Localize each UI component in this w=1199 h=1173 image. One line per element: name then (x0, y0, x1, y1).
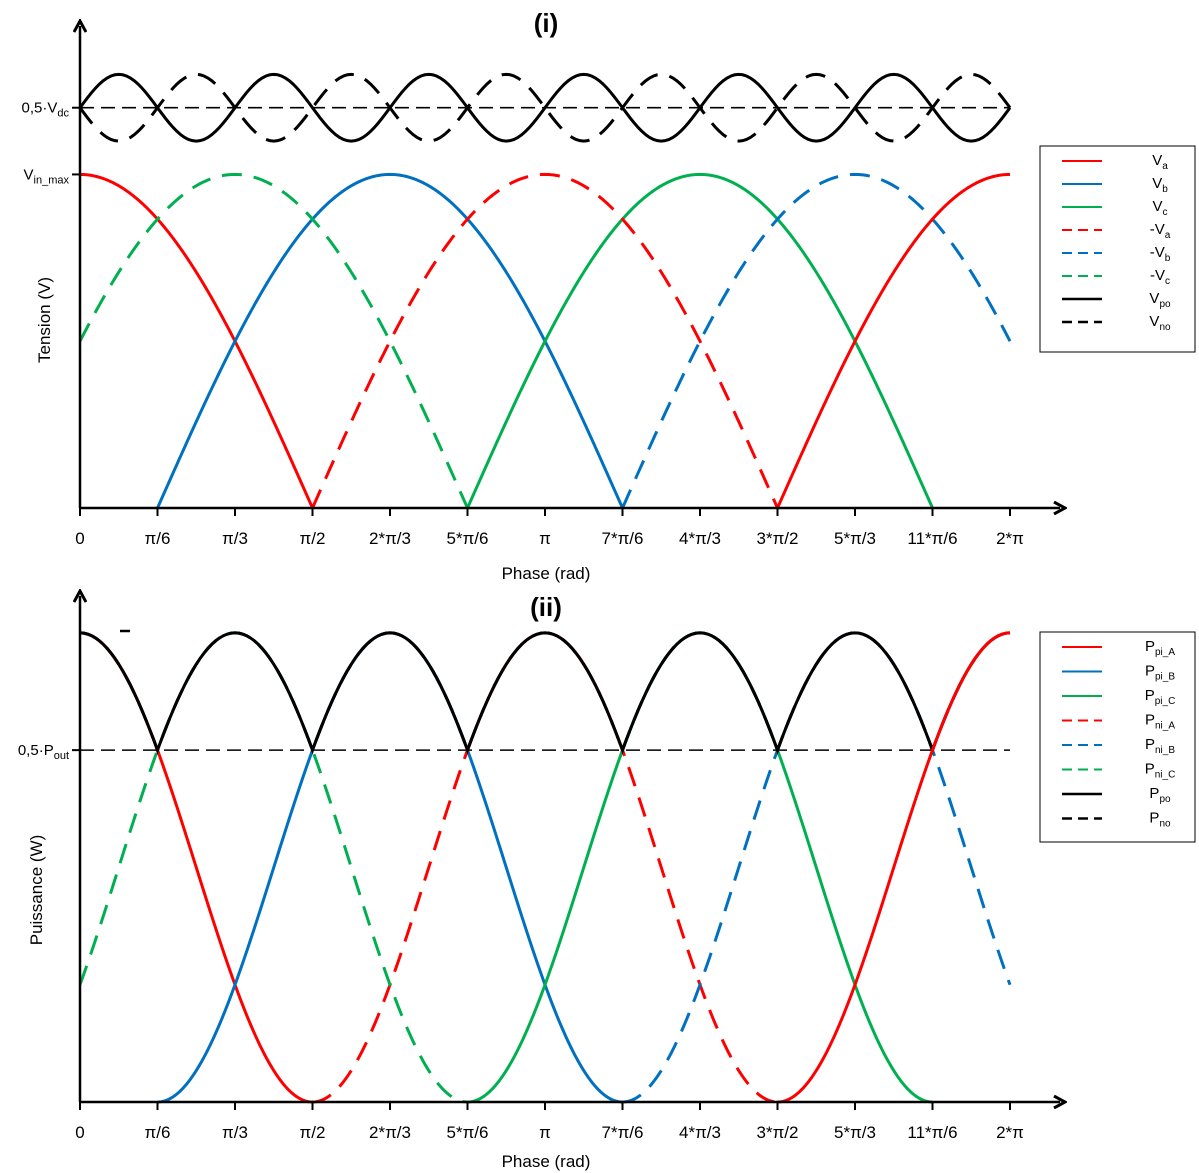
series-line-ppi-b (157, 631, 623, 1104)
series-line-ppo (79, 631, 1011, 755)
panel-title: (ii) (530, 592, 562, 622)
series-line-pni-c (78, 631, 468, 1104)
x-tick-label: 5*π/3 (834, 529, 876, 548)
legend-frame (1039, 145, 1196, 353)
x-tick-label: π/2 (300, 1123, 326, 1142)
series-line--va (311, 172, 779, 509)
x-tick-label: π/6 (145, 529, 171, 548)
x-tick-label: π/3 (222, 529, 248, 548)
series-line-continuation (777, 631, 1011, 1104)
series-line--vc (78, 172, 469, 509)
x-tick-label: 11*π/6 (907, 529, 957, 548)
x-tick-label: π (539, 529, 551, 548)
x-tick-label: 4*π/3 (679, 1123, 721, 1142)
series-line-ppi-c (467, 631, 933, 1104)
series-line-vb (156, 172, 624, 509)
x-tick-label: 7*π/6 (602, 529, 644, 548)
y-level-label: Vin_max (24, 166, 70, 186)
x-tick-label: 5*π/6 (447, 529, 489, 548)
y-axis-title: Puissance (W) (27, 835, 46, 946)
x-tick-label: 7*π/6 (602, 1123, 644, 1142)
series-line-continuation (776, 172, 1011, 509)
x-tick-label: π/6 (145, 1123, 171, 1142)
y-level-labels: 0,5·Pout (18, 742, 80, 762)
x-tick-labels: 0 π/6 π/3 π/2 2*π/3 5*π/6 π 7*π/6 4*π/3 3*π/2 5*π/… (75, 508, 1024, 548)
panel-title: (i) (534, 8, 559, 38)
y-axis-title: Tension (V) (35, 277, 54, 363)
series-line-pni-a (312, 631, 778, 1104)
x-tick-label: 2*π/3 (369, 529, 411, 548)
x-tick-label: 3*π/2 (757, 529, 799, 548)
x-tick-label: 2*π/3 (369, 1123, 411, 1142)
panel-voltage-chart: (i) 0 π/6 π/3 π/2 2*π/3 5*π/6 π 7*π/6 4*π/3 3*π/2… (22, 8, 1196, 583)
y-level-labels: Vin_max 0,5·Vdc (22, 100, 80, 186)
plot-area (78, 631, 1012, 1104)
x-tick-label: 11*π/6 (907, 1123, 957, 1142)
x-tick-label: 2*π (996, 529, 1024, 548)
x-tick-label: 0 (75, 1123, 84, 1142)
x-tick-label: 5*π/6 (447, 1123, 489, 1142)
x-axis-title: Phase (rad) (502, 1152, 591, 1171)
x-tick-label: π (539, 1123, 551, 1142)
series-line-ppi-a (79, 631, 313, 1104)
legend-frame (1039, 631, 1196, 843)
series-line-pno (79, 631, 1011, 755)
series-line-vno (78, 72, 1012, 143)
x-axis-title: Phase (rad) (502, 564, 591, 583)
series-line-va (79, 172, 314, 509)
x-tick-label: 5*π/3 (834, 1123, 876, 1142)
x-tick-label: 0 (75, 529, 84, 548)
x-tick-label: 4*π/3 (679, 529, 721, 548)
panel-power-chart: (ii) 0 π/6 π/3 π/2 2*π/3 5*π/6 π 7*π/6 4*π/3 3*π/… (18, 592, 1196, 1171)
x-tick-labels: 0 π/6 π/3 π/2 2*π/3 5*π/6 π 7*π/6 4*π/3 3*π/2 5*π/… (75, 1102, 1024, 1142)
y-level-label: 0,5·Vdc (22, 100, 70, 120)
x-tick-label: 2*π (996, 1123, 1024, 1142)
x-tick-label: π/2 (300, 529, 326, 548)
y-level-label: 0,5·Pout (18, 742, 69, 762)
x-tick-label: 3*π/2 (757, 1123, 799, 1142)
x-tick-label: π/3 (222, 1123, 248, 1142)
series-line--vb (621, 172, 1012, 509)
plot-area (78, 72, 1012, 509)
